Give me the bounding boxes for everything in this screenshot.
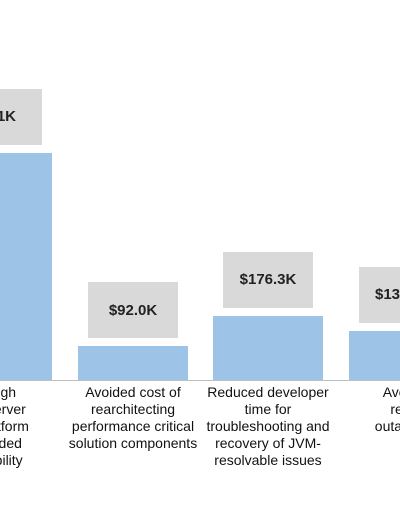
value-label: $13 [359,266,400,323]
bar [78,346,188,380]
x-tick-label: Avoide reso outage/fa [374,384,400,434]
x-tick-label: Avoided cost of rearchitecting performan… [68,384,198,451]
bar [0,152,52,380]
bar [213,315,323,380]
x-tick-label: Reduced developer time for troubleshooti… [206,384,330,468]
value-label: $176.3K [223,251,313,308]
x-tick-label: d high ce server o Platform xtended apab… [0,384,29,468]
value-label: $92.0K [88,282,178,339]
baseline [0,380,400,381]
bar [349,330,400,380]
value-label: 2.1K [0,88,42,145]
